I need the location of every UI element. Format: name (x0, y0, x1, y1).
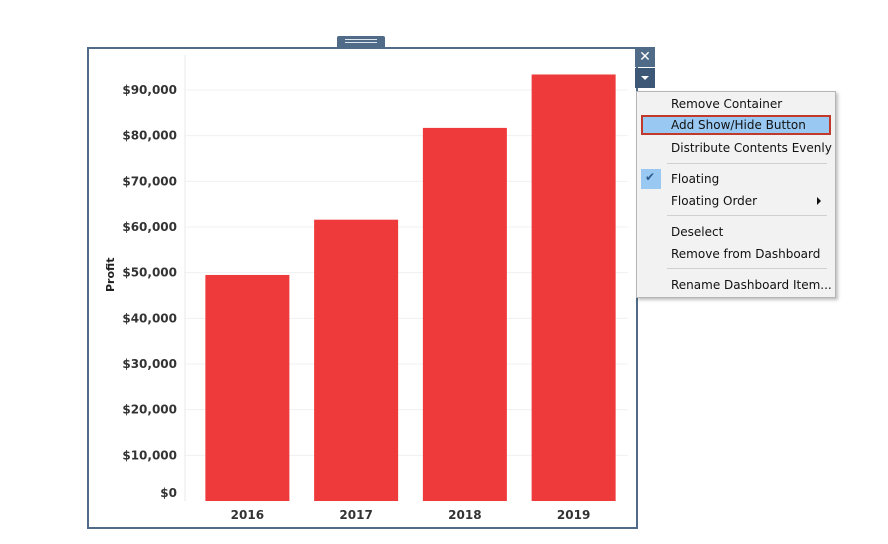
menu-item-label: Deselect (671, 225, 724, 239)
menu-item-floating[interactable]: ✔ Floating (641, 169, 831, 189)
checkmark-icon: ✔ (641, 169, 661, 189)
bar-2017[interactable] (314, 219, 399, 501)
x-tick-label: 2016 (231, 508, 264, 522)
menu-item-add-show-hide-button[interactable]: Add Show/Hide Button (641, 115, 831, 135)
bar-2019[interactable] (531, 74, 616, 502)
y-tick-label: $70,000 (122, 174, 177, 188)
context-menu: Remove Container Add Show/Hide Button Di… (636, 91, 836, 298)
y-axis-label: Profit (104, 257, 117, 292)
submenu-arrow-icon (817, 197, 821, 205)
menu-item-label: Rename Dashboard Item... (671, 278, 832, 292)
menu-item-remove-container[interactable]: Remove Container (641, 94, 831, 114)
menu-item-floating-order[interactable]: Floating Order (641, 191, 831, 211)
menu-separator (667, 163, 827, 164)
menu-item-distribute-contents-evenly[interactable]: Distribute Contents Evenly (641, 138, 832, 158)
menu-item-label: Floating (671, 172, 720, 186)
y-tick-label: $60,000 (122, 220, 177, 234)
menu-item-label: Distribute Contents Evenly (671, 141, 832, 155)
menu-item-remove-from-dashboard[interactable]: Remove from Dashboard (641, 244, 831, 264)
y-tick-label: $50,000 (122, 266, 177, 280)
close-icon[interactable]: ✕ (635, 47, 655, 67)
y-tick-label: $90,000 (122, 83, 177, 97)
container-drag-handle[interactable] (337, 36, 385, 47)
more-options-dropdown-icon[interactable] (635, 68, 655, 88)
y-tick-label: $10,000 (122, 448, 177, 462)
menu-item-label: Remove from Dashboard (671, 247, 821, 261)
menu-item-label: Remove Container (671, 97, 783, 111)
bar-2018[interactable] (422, 127, 507, 502)
menu-item-label: Add Show/Hide Button (671, 118, 806, 132)
y-tick-label: $20,000 (122, 403, 177, 417)
menu-separator (667, 215, 827, 216)
x-tick-label: 2019 (557, 508, 590, 522)
y-tick-label: $80,000 (122, 129, 177, 143)
y-tick-label: $0 (160, 486, 177, 500)
menu-item-deselect[interactable]: Deselect (641, 222, 831, 242)
x-tick-label: 2017 (339, 508, 372, 522)
x-tick-label: 2018 (448, 508, 481, 522)
menu-separator (667, 268, 827, 269)
menu-item-rename-dashboard-item[interactable]: Rename Dashboard Item... (641, 275, 832, 295)
bar-2016[interactable] (205, 274, 290, 501)
y-tick-label: $30,000 (122, 357, 177, 371)
menu-item-label: Floating Order (671, 194, 758, 208)
y-tick-label: $40,000 (122, 311, 177, 325)
